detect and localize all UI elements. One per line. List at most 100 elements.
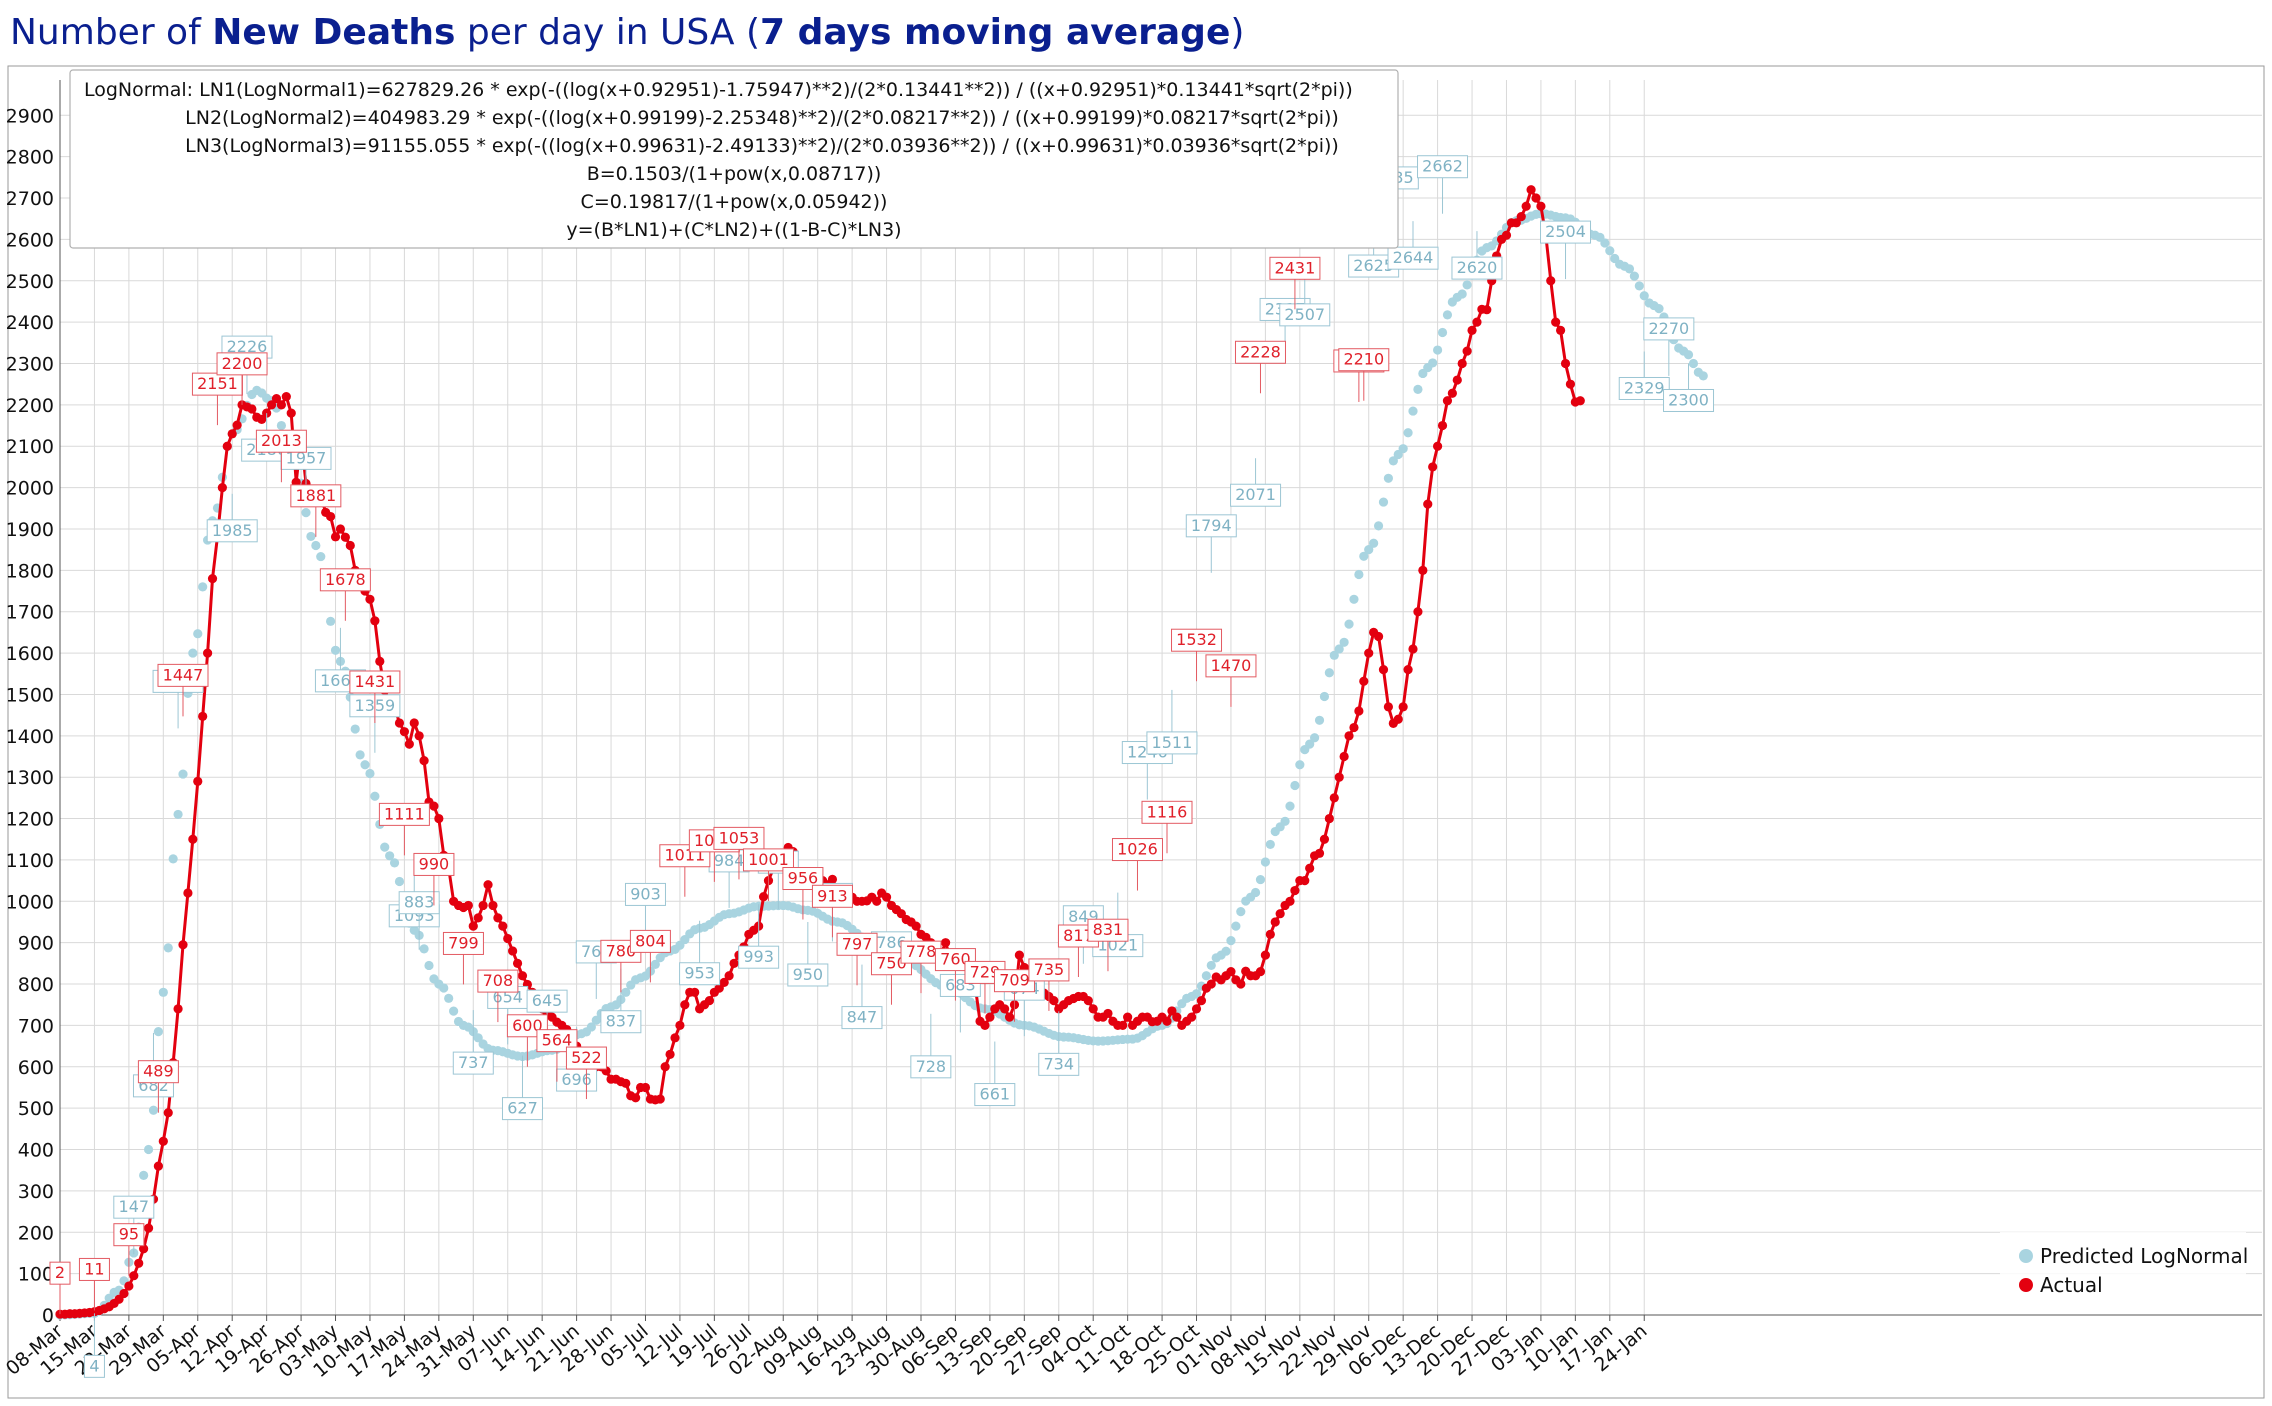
label-box xyxy=(49,1261,71,1285)
actual-point xyxy=(1511,218,1521,228)
label-text: 2013 xyxy=(261,431,302,450)
label-text: 709 xyxy=(999,971,1030,990)
actual-point xyxy=(1187,1012,1197,1022)
label-text: 2620 xyxy=(1457,258,1498,277)
predicted-point xyxy=(1280,816,1290,826)
actual-point xyxy=(1103,1008,1113,1019)
predicted-point xyxy=(1457,289,1467,299)
label-text: 2507 xyxy=(1284,305,1325,324)
label-box xyxy=(78,1257,110,1281)
actual-point xyxy=(153,1161,163,1171)
y-axis-ticks: 0 100 200 300 400 500 600 700 800 900 1000 1100 1200… xyxy=(6,80,61,1327)
label-box xyxy=(255,429,307,453)
actual-point xyxy=(690,987,700,997)
actual-point xyxy=(1162,1016,1172,1026)
actual-point xyxy=(911,921,921,931)
predicted-data-label: 847 xyxy=(841,964,883,1030)
y-tick-label: 1700 xyxy=(6,602,54,624)
y-tick-label: 2700 xyxy=(6,188,54,210)
label-text: 804 xyxy=(635,931,666,950)
predicted-point xyxy=(380,842,390,852)
predicted-point xyxy=(1324,668,1334,678)
y-tick-label: 2400 xyxy=(6,312,54,334)
actual-point xyxy=(326,511,336,522)
actual-data-label: 804 xyxy=(629,929,671,983)
actual-point xyxy=(1433,441,1443,451)
predicted-point xyxy=(424,960,434,971)
predicted-point xyxy=(1398,444,1408,454)
actual-point xyxy=(1565,379,1576,389)
predicted-point xyxy=(1349,594,1359,604)
predicted-point xyxy=(158,987,168,997)
predicted-data-label: 4 xyxy=(83,1313,105,1378)
actual-point xyxy=(134,1258,144,1268)
predicted-point xyxy=(178,769,188,779)
predicted-point xyxy=(1310,733,1320,743)
formula-line-4: B=0.1503/(1+pow(x,0.08717)) xyxy=(587,163,882,185)
actual-point xyxy=(286,408,296,418)
predicted-point xyxy=(591,1015,601,1025)
actual-point xyxy=(345,540,355,551)
label-box xyxy=(742,848,794,872)
label-box xyxy=(290,484,342,508)
actual-point xyxy=(1398,702,1408,712)
actual-point xyxy=(139,1244,149,1254)
predicted-data-label: 2504 xyxy=(1540,220,1592,280)
predicted-point xyxy=(1378,497,1389,507)
predicted-point xyxy=(1629,271,1639,281)
predicted-data-label: 2644 xyxy=(1387,221,1439,270)
y-tick-label: 2800 xyxy=(6,147,54,169)
actual-point xyxy=(1531,193,1541,203)
predicted-point xyxy=(153,1027,163,1037)
actual-point xyxy=(257,414,267,424)
actual-point xyxy=(1324,813,1334,824)
label-text: 2644 xyxy=(1393,248,1434,267)
predicted-point xyxy=(168,854,178,864)
predicted-data-label: 2329 xyxy=(1618,351,1670,400)
actual-point xyxy=(872,896,882,906)
predicted-point xyxy=(1462,280,1472,290)
actual-point xyxy=(1191,1004,1202,1014)
actual-point xyxy=(173,1004,183,1014)
predicted-point xyxy=(1305,739,1315,749)
actual-point xyxy=(1452,375,1462,385)
actual-point xyxy=(1172,1012,1182,1022)
legend-predicted-marker xyxy=(2019,1249,2033,1263)
actual-point xyxy=(1447,388,1457,398)
label-box xyxy=(113,1223,145,1247)
label-box xyxy=(1540,220,1592,244)
actual-point xyxy=(498,921,508,931)
label-box xyxy=(216,352,268,376)
actual-point xyxy=(1196,995,1207,1006)
actual-point xyxy=(335,524,346,534)
predicted-point xyxy=(1329,650,1339,660)
predicted-data-label: 1985 xyxy=(206,493,258,543)
actual-point xyxy=(1226,967,1236,977)
actual-point xyxy=(429,801,439,811)
label-box xyxy=(1185,514,1237,538)
predicted-point xyxy=(1236,907,1246,917)
label-box xyxy=(1451,256,1503,280)
label-box xyxy=(811,884,853,908)
actual-data-label: 2013 xyxy=(255,429,307,483)
label-text: 2228 xyxy=(1240,342,1281,361)
actual-point xyxy=(409,718,419,728)
label-text: 1111 xyxy=(384,804,425,823)
y-tick-label: 600 xyxy=(18,1057,54,1079)
label-text: 728 xyxy=(916,1057,947,1076)
label-box xyxy=(841,1006,883,1030)
predicted-point xyxy=(1654,304,1664,314)
actual-point xyxy=(330,532,341,542)
actual-point xyxy=(1442,396,1453,406)
predicted-point xyxy=(198,582,208,592)
predicted-data-label: 737 xyxy=(452,1010,494,1075)
label-text: 696 xyxy=(561,1070,592,1089)
predicted-point xyxy=(1408,406,1418,416)
actual-data-label: 2 xyxy=(49,1261,71,1315)
actual-point xyxy=(670,1033,680,1043)
predicted-point xyxy=(276,420,286,431)
actual-data-label: 708 xyxy=(477,969,519,1023)
actual-point xyxy=(1236,979,1246,989)
actual-point xyxy=(1123,1012,1133,1022)
predicted-point xyxy=(1295,760,1305,770)
